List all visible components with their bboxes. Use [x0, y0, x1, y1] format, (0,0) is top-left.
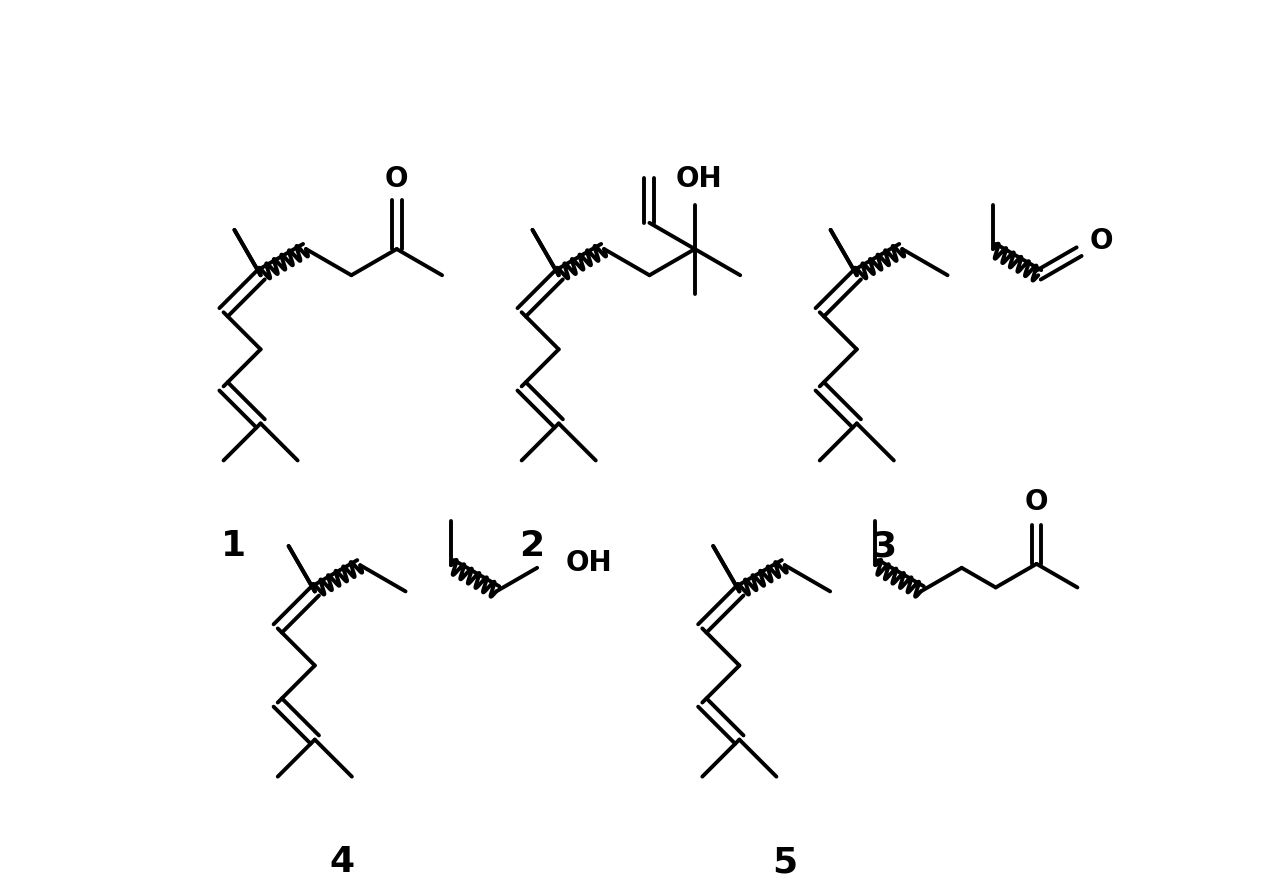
Text: 2: 2	[518, 529, 544, 563]
Text: O: O	[1025, 488, 1048, 516]
Text: OH: OH	[676, 165, 723, 193]
Text: 5: 5	[772, 845, 797, 877]
Text: O: O	[385, 165, 408, 193]
Text: O: O	[1091, 227, 1114, 255]
Text: 1: 1	[221, 529, 246, 563]
Text: 3: 3	[872, 529, 896, 563]
Text: 4: 4	[329, 845, 355, 877]
Text: OH: OH	[566, 549, 613, 577]
